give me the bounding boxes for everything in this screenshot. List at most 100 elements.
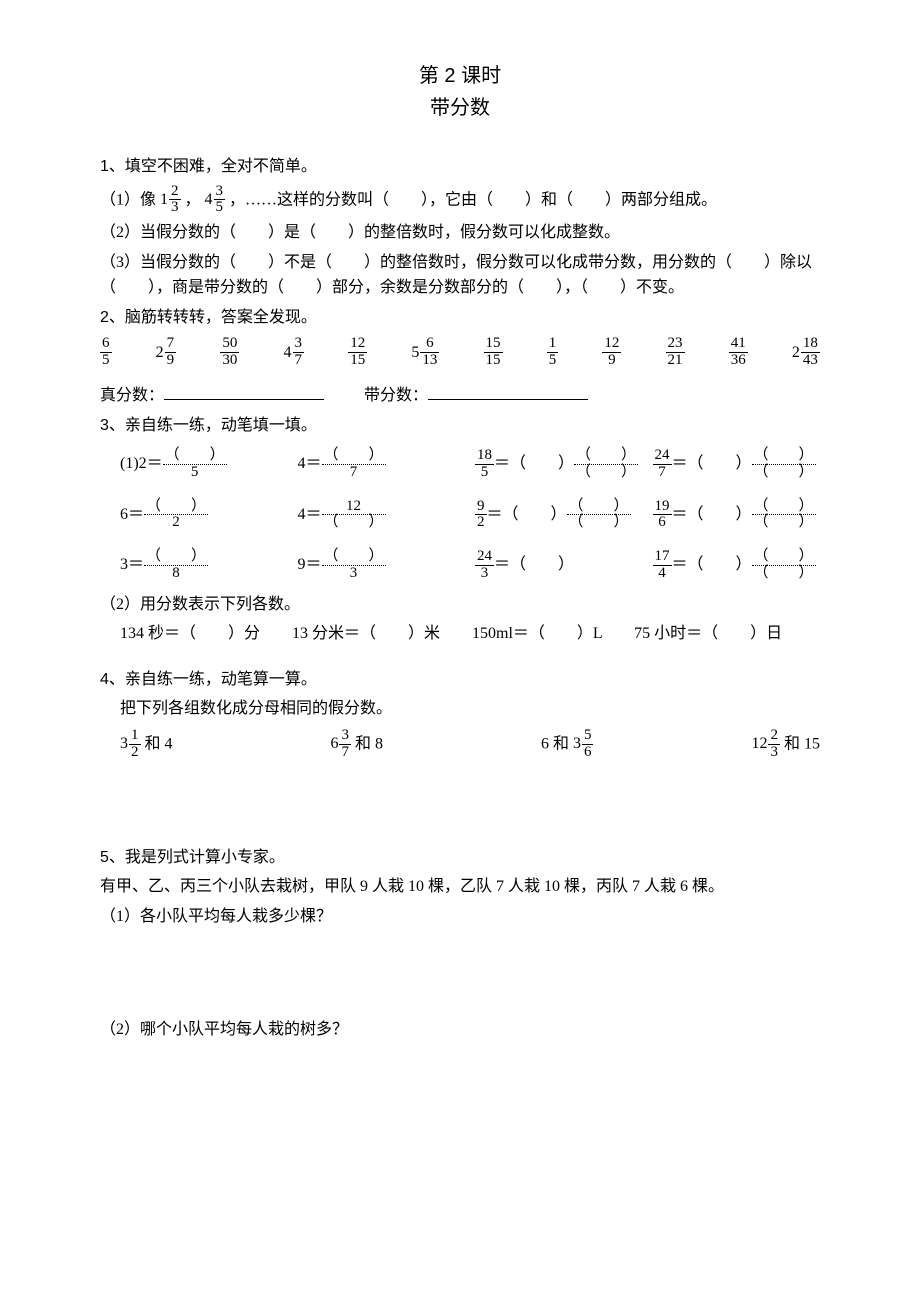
q3-r3c4: 174＝（ ）（ ）（ ） bbox=[653, 549, 821, 582]
frac-num: （ ） bbox=[322, 448, 386, 465]
frac-den: 15 bbox=[484, 353, 503, 369]
mixed-frac: 1843 bbox=[801, 336, 820, 369]
mixed-whole: 4 bbox=[284, 340, 292, 366]
q1-p3: （3）当假分数的（ ）不是（ ）的整倍数时，假分数可以化成带分数，用分数的（ ）… bbox=[100, 250, 820, 301]
q3-r2c3: 92＝（ ）（ ）（ ） bbox=[475, 499, 643, 532]
frac-num: （ ） bbox=[567, 499, 631, 516]
q2-mixed-label: 带分数： bbox=[364, 387, 428, 404]
q4-items: 312 和 4637 和 86 和 3561223 和 15 bbox=[120, 728, 820, 761]
frac-num: 3 bbox=[339, 728, 351, 745]
q3-r3c3: 243＝（ ） bbox=[475, 549, 643, 582]
q2-item: 1215 bbox=[348, 336, 367, 369]
frac-den: 5 bbox=[163, 465, 227, 481]
frac-den: 13 bbox=[420, 353, 439, 369]
q1-head: 1、填空不困难，全对不简单。 bbox=[100, 154, 820, 180]
q3-part2-line: 134 秒＝（ ）分 13 分米＝（ ）米 150ml＝（ ）L 75 小时＝（… bbox=[120, 621, 820, 647]
frac-num: 7 bbox=[165, 336, 177, 353]
q2-item: 21843 bbox=[792, 336, 820, 369]
frac-den: 2 bbox=[129, 745, 141, 761]
q3-r2c1: 6＝（ ）2 bbox=[120, 499, 288, 532]
q3-r2c2: 4＝12（ ） bbox=[298, 499, 466, 532]
q4-item: 312 和 4 bbox=[120, 728, 173, 761]
frac-den: 3 bbox=[169, 200, 181, 216]
q3-grid: (1)2＝（ ）5 4＝（ ）7 185＝（ ）（ ）（ ） 247＝（ ）（ … bbox=[120, 448, 820, 582]
q2-item: 279 bbox=[156, 336, 177, 369]
q4-pre: 6 和 bbox=[541, 735, 573, 752]
q3-r1c2: 4＝（ ）7 bbox=[298, 448, 466, 481]
eq-mid: ＝（ ） bbox=[494, 455, 574, 472]
mixed-frac: 79 bbox=[165, 336, 177, 369]
frac-den: 7 bbox=[322, 465, 386, 481]
frac: 4136 bbox=[729, 336, 748, 369]
q4-and: 和 4 bbox=[141, 735, 173, 752]
frac-den: 43 bbox=[801, 353, 820, 369]
frac-den: 7 bbox=[293, 353, 305, 369]
frac-num: （ ） bbox=[144, 549, 208, 566]
frac-den: 5 bbox=[100, 353, 112, 369]
mixed-whole: 12 bbox=[751, 731, 767, 757]
q3-r1c1: (1)2＝（ ）5 bbox=[120, 448, 288, 481]
mixed-whole: 2 bbox=[792, 340, 800, 366]
eq-mid: ＝（ ） bbox=[494, 556, 574, 573]
q2-item: 129 bbox=[602, 336, 621, 369]
q2-item: 5613 bbox=[411, 336, 439, 369]
mixed-whole: 6 bbox=[330, 731, 338, 757]
q4-item: 6 和 356 bbox=[541, 728, 594, 761]
frac-num: （ ） bbox=[163, 448, 227, 465]
q2-proper-label: 真分数： bbox=[100, 387, 164, 404]
frac-num: 3 bbox=[214, 184, 226, 201]
frac: 15 bbox=[547, 336, 559, 369]
mixed-whole: 3 bbox=[120, 731, 128, 757]
eq-mid: ＝（ ） bbox=[672, 455, 752, 472]
q2-item: 5030 bbox=[220, 336, 239, 369]
q3-r1c4: 247＝（ ）（ ）（ ） bbox=[653, 448, 821, 481]
mixed-whole: 3 bbox=[573, 731, 581, 757]
frac-num: 12 bbox=[322, 499, 386, 516]
frac-den: 3 bbox=[322, 566, 386, 582]
mixed-frac: 23 bbox=[768, 728, 780, 761]
q2-item: 65 bbox=[100, 336, 112, 369]
frac: 65 bbox=[100, 336, 112, 369]
q3-head: 3、亲自练一练，动笔填一填。 bbox=[100, 413, 820, 439]
frac-den: 30 bbox=[220, 353, 239, 369]
frac-num: 24 bbox=[653, 448, 672, 465]
eq-lhs: 6＝ bbox=[120, 506, 144, 523]
frac-den: 9 bbox=[165, 353, 177, 369]
frac: 1515 bbox=[484, 336, 503, 369]
frac-den: （ ） bbox=[752, 515, 816, 531]
mixed-whole: 2 bbox=[156, 340, 164, 366]
q4-sub: 把下列各组数化成分母相同的假分数。 bbox=[120, 696, 820, 722]
frac-den: （ ） bbox=[752, 566, 816, 582]
frac-den: 2 bbox=[144, 515, 208, 531]
frac-num: 41 bbox=[729, 336, 748, 353]
q3-r1c3: 185＝（ ）（ ）（ ） bbox=[475, 448, 643, 481]
frac-den: 7 bbox=[339, 745, 351, 761]
frac-den: （ ） bbox=[752, 465, 816, 481]
frac-den: 21 bbox=[666, 353, 685, 369]
page-title: 第 2 课时 bbox=[100, 60, 820, 92]
q1-mixed-2: 4 35 bbox=[205, 184, 226, 217]
mixed-frac: 37 bbox=[339, 728, 351, 761]
frac-num: （ ） bbox=[752, 549, 816, 566]
q4-item: 1223 和 15 bbox=[751, 728, 820, 761]
q4-item: 637 和 8 bbox=[330, 728, 383, 761]
mixed-frac: 56 bbox=[582, 728, 594, 761]
eq-lhs: 9＝ bbox=[298, 556, 322, 573]
frac-den: 6 bbox=[653, 515, 672, 531]
q3-r2c4: 196＝（ ）（ ）（ ） bbox=[653, 499, 821, 532]
frac-num: 18 bbox=[801, 336, 820, 353]
mixed-whole: 4 bbox=[205, 187, 213, 213]
frac-num: 1 bbox=[547, 336, 559, 353]
frac-num: 24 bbox=[475, 549, 494, 566]
q3-r3c1: 3＝（ ）8 bbox=[120, 549, 288, 582]
q1-mixed-1: 1 23 bbox=[160, 184, 181, 217]
blank-line bbox=[164, 383, 324, 400]
frac-num: （ ） bbox=[752, 448, 816, 465]
frac-den: 7 bbox=[653, 465, 672, 481]
q3-part2-head: （2）用分数表示下列各数。 bbox=[100, 592, 820, 618]
q5-p2: （2）哪个小队平均每人栽的树多？ bbox=[100, 1017, 820, 1043]
frac-num: 2 bbox=[169, 184, 181, 201]
mixed-whole: 1 bbox=[160, 187, 168, 213]
frac-num: 2 bbox=[768, 728, 780, 745]
eq-mid: ＝（ ） bbox=[487, 506, 567, 523]
